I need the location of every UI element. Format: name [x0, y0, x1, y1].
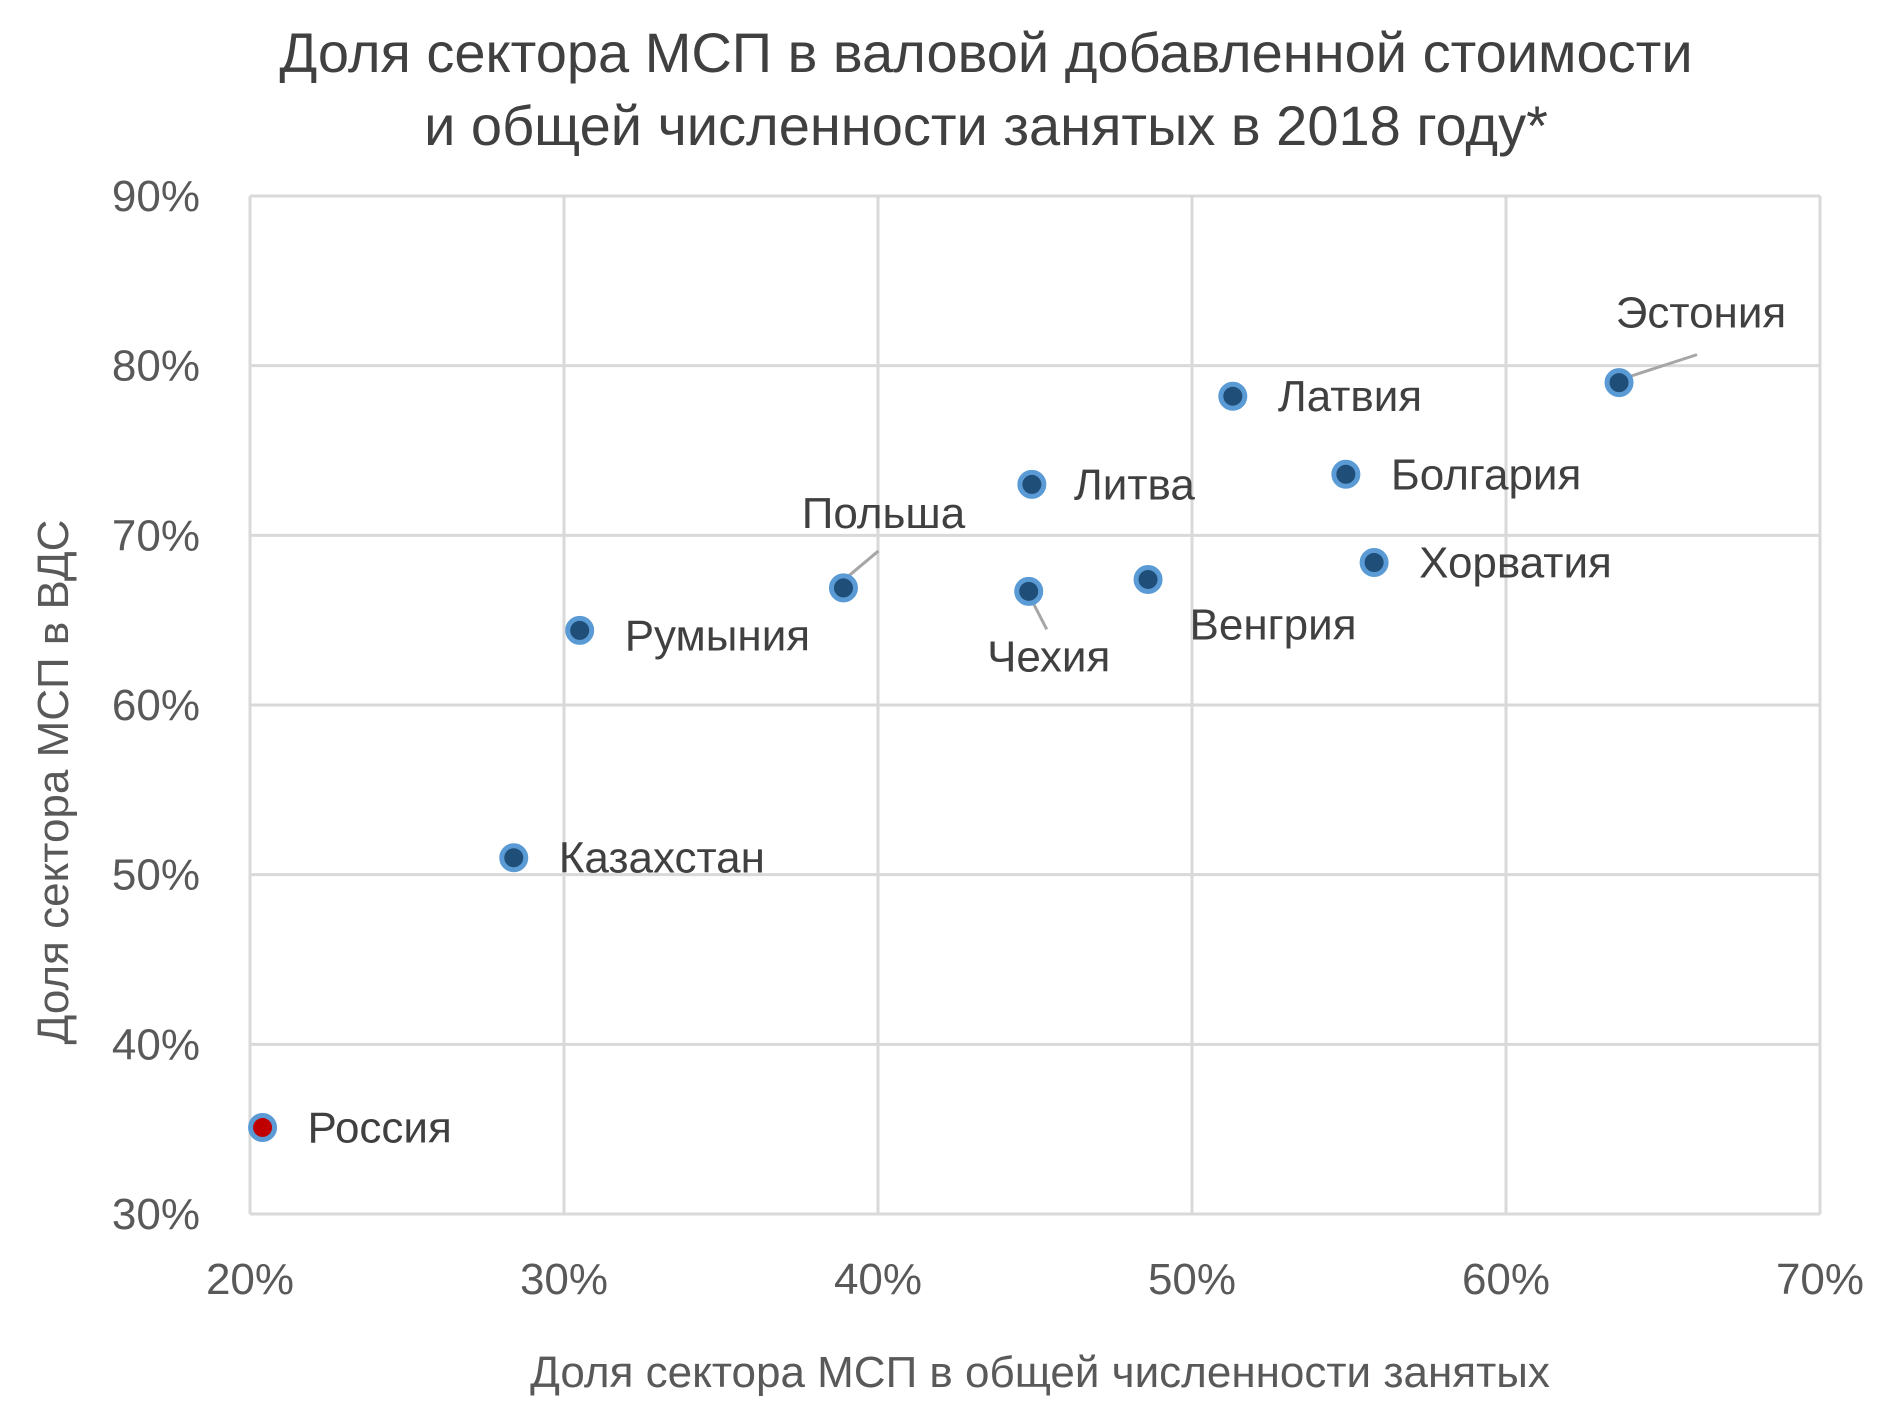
y-axis-label: Доля сектора МСП в ВДС [29, 520, 78, 1045]
data-label: Латвия [1278, 372, 1422, 421]
tick-labels: 20% 30% 40% 50% 60% 70%30%40%50%60%70%80%90% [112, 172, 1864, 1304]
chart-title-line-2: и общей численности занятых в 2018 году* [424, 94, 1548, 157]
data-points [248, 368, 1634, 1142]
x-tick-label: 60% [1462, 1255, 1550, 1304]
y-tick-label: 40% [112, 1020, 200, 1069]
chart-title-line-1: Доля сектора МСП в валовой добавленной с… [279, 21, 1692, 84]
y-tick-label: 30% [112, 1190, 200, 1239]
y-tick-label: 80% [112, 342, 200, 391]
x-tick-label: 20% [206, 1255, 294, 1304]
gridlines [248, 194, 1822, 1216]
data-label: Эстония [1616, 289, 1786, 338]
data-point [1331, 459, 1361, 489]
data-label: Румыния [625, 611, 810, 660]
x-tick-label: 70% [1776, 1255, 1864, 1304]
x-tick-label: 30% [520, 1255, 608, 1304]
y-tick-label: 50% [112, 851, 200, 900]
y-tick-label: 70% [112, 511, 200, 560]
data-point [565, 615, 595, 645]
data-label: Хорватия [1419, 538, 1612, 587]
x-tick-label: 40% [834, 1255, 922, 1304]
point-labels: Россия Казахстан Румыния Польша Чехия Литва Ве… [308, 289, 1787, 1153]
data-point [499, 843, 529, 873]
data-label: Венгрия [1190, 600, 1357, 649]
data-point [1017, 469, 1047, 499]
data-point [1359, 547, 1389, 577]
data-label: Польша [802, 489, 966, 538]
data-label: Болгария [1391, 450, 1581, 499]
data-point [248, 1112, 278, 1142]
data-point [1014, 576, 1044, 606]
leader-line [1622, 353, 1698, 381]
y-tick-label: 60% [112, 681, 200, 730]
x-axis-label: Доля сектора МСП в общей численности зан… [530, 1348, 1550, 1397]
data-label: Казахстан [559, 834, 765, 883]
data-point [1133, 564, 1163, 594]
data-point [828, 573, 858, 603]
data-label: Чехия [987, 632, 1110, 681]
x-tick-label: 50% [1148, 1255, 1236, 1304]
data-label: Литва [1074, 460, 1195, 509]
y-tick-label: 90% [112, 172, 200, 221]
data-label: Россия [308, 1103, 452, 1152]
data-point [1604, 368, 1634, 398]
data-point [1218, 381, 1248, 411]
